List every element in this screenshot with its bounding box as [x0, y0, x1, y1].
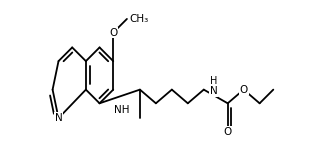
Text: N: N: [55, 113, 62, 123]
Text: O: O: [240, 85, 248, 95]
Text: CH₃: CH₃: [130, 14, 149, 24]
Text: O: O: [224, 127, 232, 137]
Text: N: N: [210, 86, 217, 96]
Text: H: H: [210, 76, 217, 85]
Text: NH: NH: [114, 105, 129, 115]
Text: O: O: [109, 28, 117, 38]
